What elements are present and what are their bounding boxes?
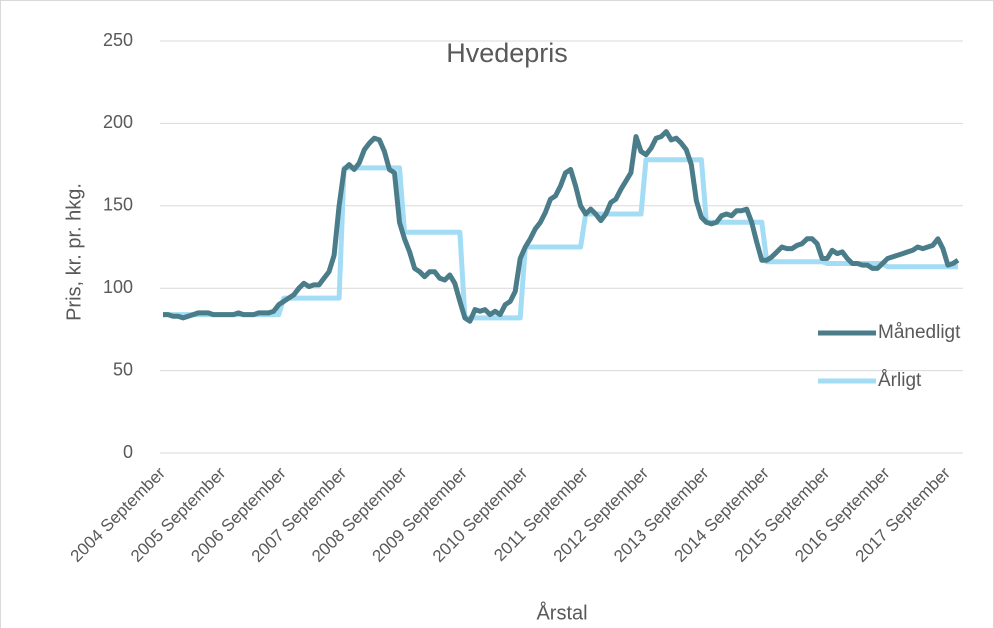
y-tick-label: 0 bbox=[123, 442, 133, 462]
legend-label: Månedligt bbox=[878, 322, 961, 343]
series-line bbox=[163, 129, 960, 324]
y-tick-label: 150 bbox=[103, 195, 133, 215]
y-axis-title: Pris, kr. pr. hkg. bbox=[63, 183, 85, 321]
y-tick-label: 250 bbox=[103, 30, 133, 50]
x-axis-title: Årstal bbox=[536, 601, 587, 624]
legend-label: Årligt bbox=[878, 370, 922, 391]
y-tick-label: 200 bbox=[103, 112, 133, 132]
chart-title: Hvedepris bbox=[446, 38, 568, 68]
y-tick-label: 100 bbox=[103, 277, 133, 297]
y-tick-label: 50 bbox=[113, 359, 133, 379]
series-line bbox=[163, 157, 958, 321]
